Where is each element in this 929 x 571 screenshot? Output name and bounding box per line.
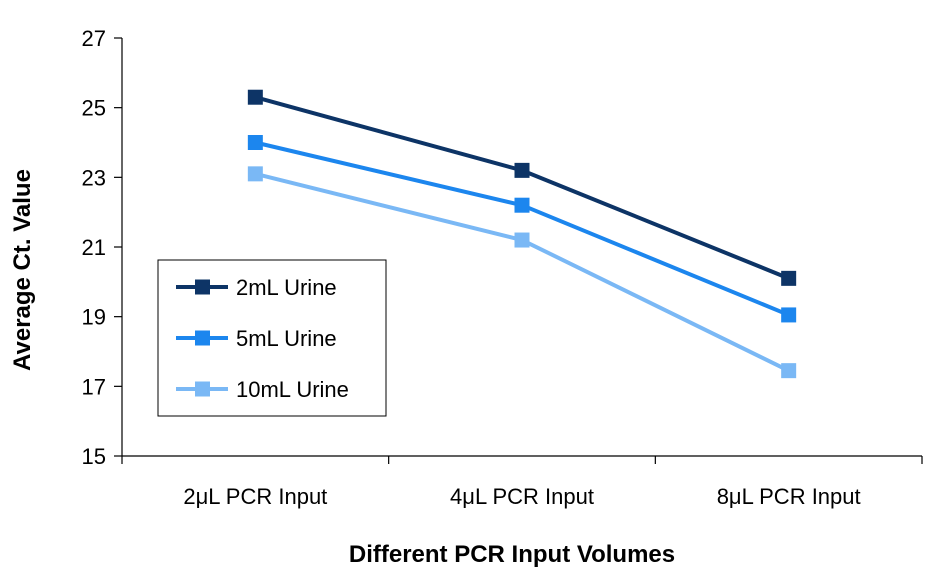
legend-label: 5mL Urine xyxy=(236,326,337,351)
data-point-marker xyxy=(247,89,263,105)
legend-label: 10mL Urine xyxy=(236,377,349,402)
data-point-marker xyxy=(247,166,263,182)
y-tick-label: 19 xyxy=(82,305,106,330)
legend-marker xyxy=(195,279,210,295)
data-point-marker xyxy=(781,270,797,286)
data-point-marker xyxy=(247,135,263,150)
data-point-marker xyxy=(781,307,797,323)
y-axis-title: Average Ct. Value xyxy=(9,169,36,371)
x-ticks: 2μL PCR Input 4μL PCR Input 8μL PCR Input xyxy=(121,456,923,509)
x-tick-label: 4μL PCR Input xyxy=(450,484,594,509)
x-tick-label: 8μL PCR Input xyxy=(717,484,861,509)
x-axis-title: Different PCR Input Volumes xyxy=(349,541,675,568)
y-tick-label: 17 xyxy=(82,374,106,399)
y-tick-label: 27 xyxy=(82,26,106,51)
y-tick-label: 23 xyxy=(82,165,106,190)
series-layer xyxy=(247,89,797,379)
x-tick-label: 2μL PCR Input xyxy=(183,484,327,509)
data-point-marker xyxy=(781,363,797,379)
y-tick-label: 25 xyxy=(82,96,106,121)
y-tick-label: 21 xyxy=(82,235,106,260)
series-line xyxy=(254,95,790,281)
legend: 2mL Urine 5mL Urine 10mL Urine xyxy=(157,259,387,417)
legend-marker xyxy=(195,330,210,346)
legend-label: 2mL Urine xyxy=(236,275,337,300)
y-ticks: 15 17 19 21 23 25 27 xyxy=(82,26,122,469)
y-tick-label: 15 xyxy=(82,444,106,469)
legend-marker xyxy=(195,381,210,397)
data-point-marker xyxy=(514,162,530,178)
data-point-marker xyxy=(514,232,530,248)
data-point-marker xyxy=(514,197,530,213)
